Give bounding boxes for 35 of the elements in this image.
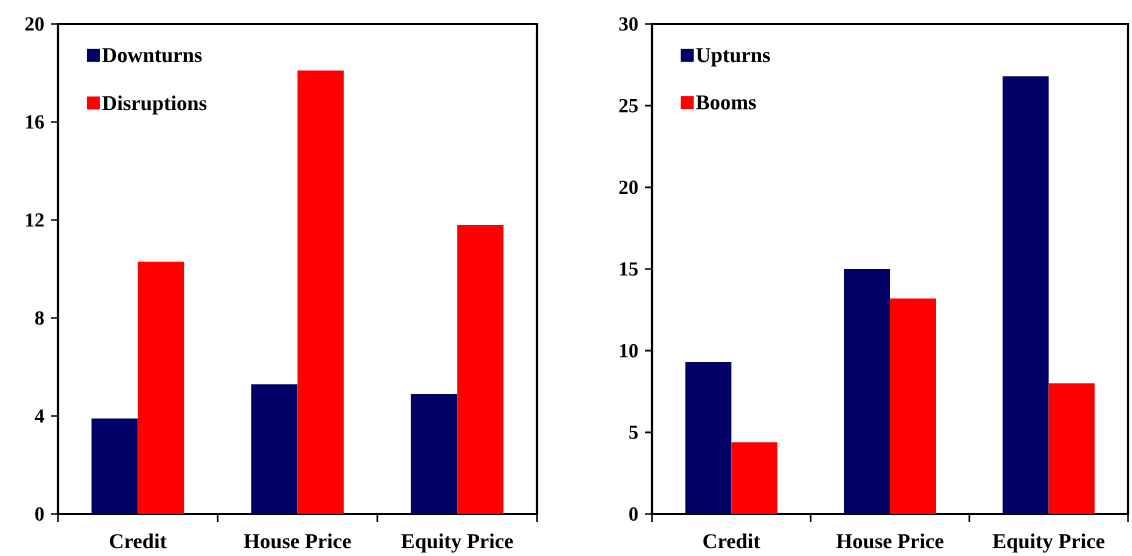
y-tick-label: 20	[25, 17, 44, 31]
legend-label: Upturns	[696, 48, 770, 67]
y-tick-label: 10	[620, 343, 638, 358]
bar	[457, 224, 504, 514]
x-tick-label: Credit	[109, 533, 167, 549]
x-tick-label: House Price	[836, 533, 944, 549]
bar	[137, 261, 185, 514]
y-tick-label: 4	[34, 409, 45, 423]
bar	[731, 442, 778, 514]
legend-label: Downturns	[102, 48, 202, 63]
x-tick-label: House Price	[243, 533, 351, 549]
bar	[1048, 383, 1095, 514]
y-tick-label: 0	[629, 507, 638, 521]
x-tick-label: Equity Price	[992, 533, 1105, 553]
bar	[91, 418, 138, 514]
y-tick-label: 12	[26, 213, 44, 227]
x-tick-label: Credit	[703, 533, 761, 549]
bar	[844, 269, 891, 514]
y-tick-label: 5	[629, 425, 638, 439]
y-tick-label: 0	[35, 507, 44, 521]
legend-label: Booms	[696, 95, 756, 110]
bar	[297, 70, 344, 514]
bar	[1002, 76, 1049, 514]
y-tick-label: 16	[26, 115, 44, 129]
x-tick-label: Equity Price	[401, 533, 513, 553]
legend-label: Disruptions	[102, 95, 207, 115]
bar	[890, 298, 937, 514]
y-tick-label: 15	[620, 262, 638, 276]
y-tick-label: 8	[35, 311, 44, 325]
bar	[685, 362, 732, 514]
y-tick-label: 25	[619, 98, 638, 113]
y-tick-label: 30	[619, 17, 638, 31]
y-tick-label: 20	[619, 180, 638, 195]
bar	[410, 393, 458, 514]
bar	[251, 384, 298, 514]
